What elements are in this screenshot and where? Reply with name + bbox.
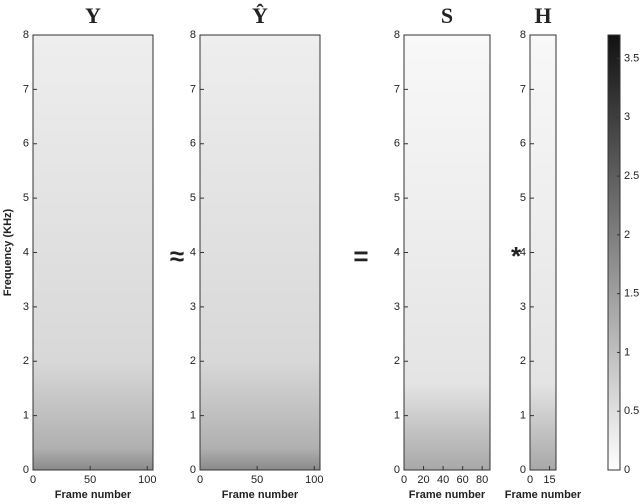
x-axis-label: Frame number	[409, 489, 486, 501]
y-tick-label: 4	[190, 246, 196, 258]
y-tick-label: 6	[23, 138, 29, 150]
y-tick-label: 8	[520, 29, 526, 41]
x-tick-label: 0	[197, 474, 203, 486]
panel-title: Ŷ	[252, 3, 268, 28]
x-tick-label: 0	[401, 474, 407, 486]
x-tick-label: 100	[305, 474, 323, 486]
colorbar-tick-label: 3.5	[624, 52, 639, 64]
y-tick-label: 2	[190, 355, 196, 367]
y-tick-label: 7	[190, 83, 196, 95]
operator: ≈	[170, 241, 184, 271]
spectrogram	[403, 34, 491, 471]
y-tick-label: 2	[23, 355, 29, 367]
y-tick-label: 1	[520, 410, 526, 422]
spectrogram	[32, 34, 154, 471]
y-tick-label: 6	[520, 138, 526, 150]
x-tick-label: 15	[543, 474, 555, 486]
y-tick-label: 5	[394, 192, 400, 204]
y-tick-label: 4	[520, 246, 526, 258]
operator: =	[353, 241, 368, 271]
y-tick-label: 3	[394, 301, 400, 313]
y-tick-label: 0	[394, 464, 400, 476]
y-tick-label: 3	[520, 301, 526, 313]
y-axis-label: Frequency (KHz)	[2, 208, 14, 296]
y-tick-label: 4	[23, 246, 29, 258]
y-tick-label: 0	[23, 464, 29, 476]
x-axis-label: Frame number	[222, 489, 299, 501]
x-tick-label: 80	[476, 474, 488, 486]
y-tick-label: 0	[520, 464, 526, 476]
colorbar	[607, 34, 621, 471]
panel-title: S	[441, 3, 453, 28]
x-tick-label: 0	[30, 474, 36, 486]
y-tick-label: 5	[190, 192, 196, 204]
y-tick-label: 8	[190, 29, 196, 41]
x-tick-label: 40	[437, 474, 449, 486]
y-tick-label: 3	[190, 301, 196, 313]
spectrogram	[529, 34, 557, 471]
y-tick-label: 4	[394, 246, 400, 258]
y-tick-label: 2	[520, 355, 526, 367]
x-axis-label: Frame number	[55, 489, 132, 501]
x-tick-label: 50	[251, 474, 263, 486]
colorbar-tick-label: 3	[624, 111, 630, 123]
y-tick-label: 6	[394, 138, 400, 150]
x-tick-label: 20	[417, 474, 429, 486]
y-tick-label: 6	[190, 138, 196, 150]
y-tick-label: 7	[520, 83, 526, 95]
x-tick-label: 50	[84, 474, 96, 486]
y-tick-label: 8	[23, 29, 29, 41]
colorbar-tick-label: 1.5	[624, 288, 639, 300]
panel-title: Y	[85, 3, 101, 28]
y-tick-label: 0	[190, 464, 196, 476]
y-tick-label: 7	[394, 83, 400, 95]
y-tick-label: 5	[520, 192, 526, 204]
colorbar-tick-label: 0	[624, 464, 630, 476]
y-tick-label: 1	[394, 410, 400, 422]
x-tick-label: 60	[457, 474, 469, 486]
y-tick-label: 7	[23, 83, 29, 95]
spectrogram	[199, 34, 321, 471]
y-tick-label: 5	[23, 192, 29, 204]
x-tick-label: 100	[138, 474, 156, 486]
operator: *	[511, 241, 522, 271]
colorbar-tick-label: 0.5	[624, 405, 639, 417]
y-tick-label: 2	[394, 355, 400, 367]
y-tick-label: 3	[23, 301, 29, 313]
colorbar-tick-label: 2	[624, 229, 630, 241]
x-tick-label: 0	[527, 474, 533, 486]
y-tick-label: 1	[190, 410, 196, 422]
panel-title: H	[534, 3, 551, 28]
y-tick-label: 1	[23, 410, 29, 422]
colorbar-tick-label: 1	[624, 346, 630, 358]
colorbar-tick-label: 2.5	[624, 170, 639, 182]
y-tick-label: 8	[394, 29, 400, 41]
x-axis-label: Frame number	[505, 489, 582, 501]
